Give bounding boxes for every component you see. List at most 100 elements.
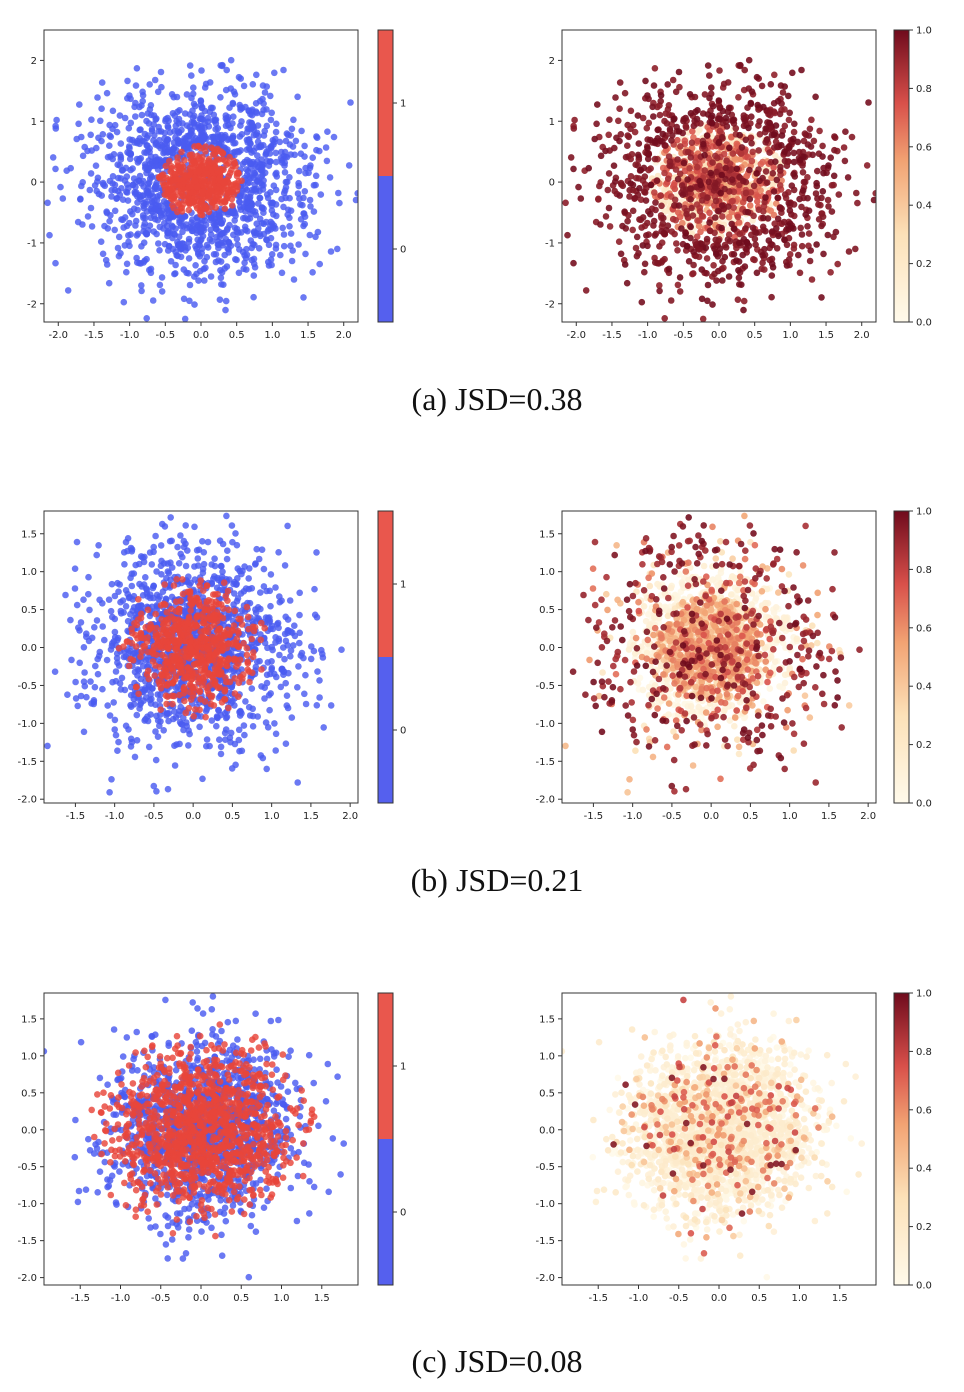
data-point — [629, 226, 636, 234]
data-point — [250, 293, 257, 301]
data-point — [659, 220, 667, 227]
colorbar-tick-label: 0.4 — [916, 201, 932, 212]
data-point — [790, 149, 798, 157]
data-point — [724, 108, 732, 116]
data-point — [284, 211, 292, 218]
data-point — [694, 107, 701, 114]
data-point — [301, 153, 308, 160]
data-point — [109, 125, 116, 133]
data-point — [687, 223, 694, 231]
data-point — [825, 203, 832, 210]
data-point — [671, 185, 679, 193]
data-point — [306, 196, 314, 204]
data-point — [170, 194, 178, 202]
data-point — [257, 232, 264, 240]
data-point — [223, 226, 231, 234]
data-point — [251, 231, 259, 239]
data-point — [247, 203, 255, 210]
data-point — [114, 659, 121, 666]
data-point — [167, 576, 174, 583]
data-point — [617, 179, 625, 187]
data-point — [77, 619, 85, 626]
data-point — [223, 66, 230, 74]
data-point — [64, 287, 72, 294]
data-point — [111, 207, 119, 215]
data-point — [166, 537, 174, 545]
data-point — [709, 112, 716, 120]
data-point — [121, 686, 129, 694]
data-point — [639, 114, 647, 122]
data-point — [210, 220, 217, 228]
data-point — [234, 595, 242, 602]
data-point — [216, 175, 223, 182]
data-point — [157, 68, 165, 76]
data-point — [674, 175, 682, 183]
data-point — [127, 703, 135, 710]
data-point — [201, 133, 209, 140]
data-point — [190, 84, 197, 91]
data-point — [121, 114, 129, 122]
data-point — [704, 62, 712, 69]
data-point — [252, 171, 259, 179]
data-point — [286, 597, 294, 604]
data-point — [185, 206, 193, 214]
data-point — [280, 242, 288, 250]
data-point — [261, 624, 269, 632]
data-point — [676, 274, 684, 281]
data-point — [785, 199, 793, 207]
data-point — [143, 315, 150, 322]
data-point — [719, 213, 726, 220]
data-point — [735, 267, 742, 274]
data-point — [819, 153, 826, 160]
data-point — [281, 162, 288, 169]
data-point — [831, 146, 838, 154]
data-point — [87, 204, 95, 212]
data-point — [200, 265, 208, 273]
data-point — [643, 232, 650, 239]
data-point — [196, 723, 203, 731]
data-point — [135, 690, 142, 698]
data-point — [742, 189, 750, 197]
data-point — [179, 228, 186, 236]
data-point — [644, 144, 651, 152]
data-point — [277, 251, 284, 259]
data-point — [775, 232, 782, 240]
data-point — [649, 103, 656, 111]
data-point — [224, 587, 232, 595]
data-point — [238, 607, 246, 614]
data-point — [745, 56, 753, 64]
data-point — [124, 77, 131, 85]
data-point — [119, 196, 127, 203]
data-point — [635, 175, 643, 182]
data-point — [127, 95, 134, 103]
data-point — [211, 215, 218, 222]
data-point — [725, 226, 732, 234]
data-point — [272, 241, 280, 249]
data-point — [610, 162, 618, 169]
data-point — [602, 147, 609, 155]
data-point — [223, 713, 231, 721]
data-point — [200, 549, 208, 556]
data-point — [709, 301, 716, 308]
data-point — [726, 237, 734, 245]
data-point — [622, 153, 630, 161]
data-point — [159, 520, 166, 528]
data-point — [650, 113, 657, 120]
data-point — [562, 199, 569, 207]
data-point — [263, 587, 270, 595]
data-point — [156, 281, 164, 289]
data-point — [276, 651, 283, 659]
data-point — [209, 178, 216, 185]
data-point — [656, 282, 663, 289]
x-tick-label: 0.0 — [193, 330, 209, 341]
data-point — [704, 281, 712, 289]
data-point — [735, 239, 743, 247]
data-point — [611, 144, 618, 152]
data-point — [299, 201, 306, 209]
data-point — [137, 260, 145, 267]
data-point — [651, 155, 659, 163]
data-point — [59, 195, 67, 202]
data-point — [596, 182, 603, 190]
x-tick-label: 1.0 — [264, 330, 280, 341]
